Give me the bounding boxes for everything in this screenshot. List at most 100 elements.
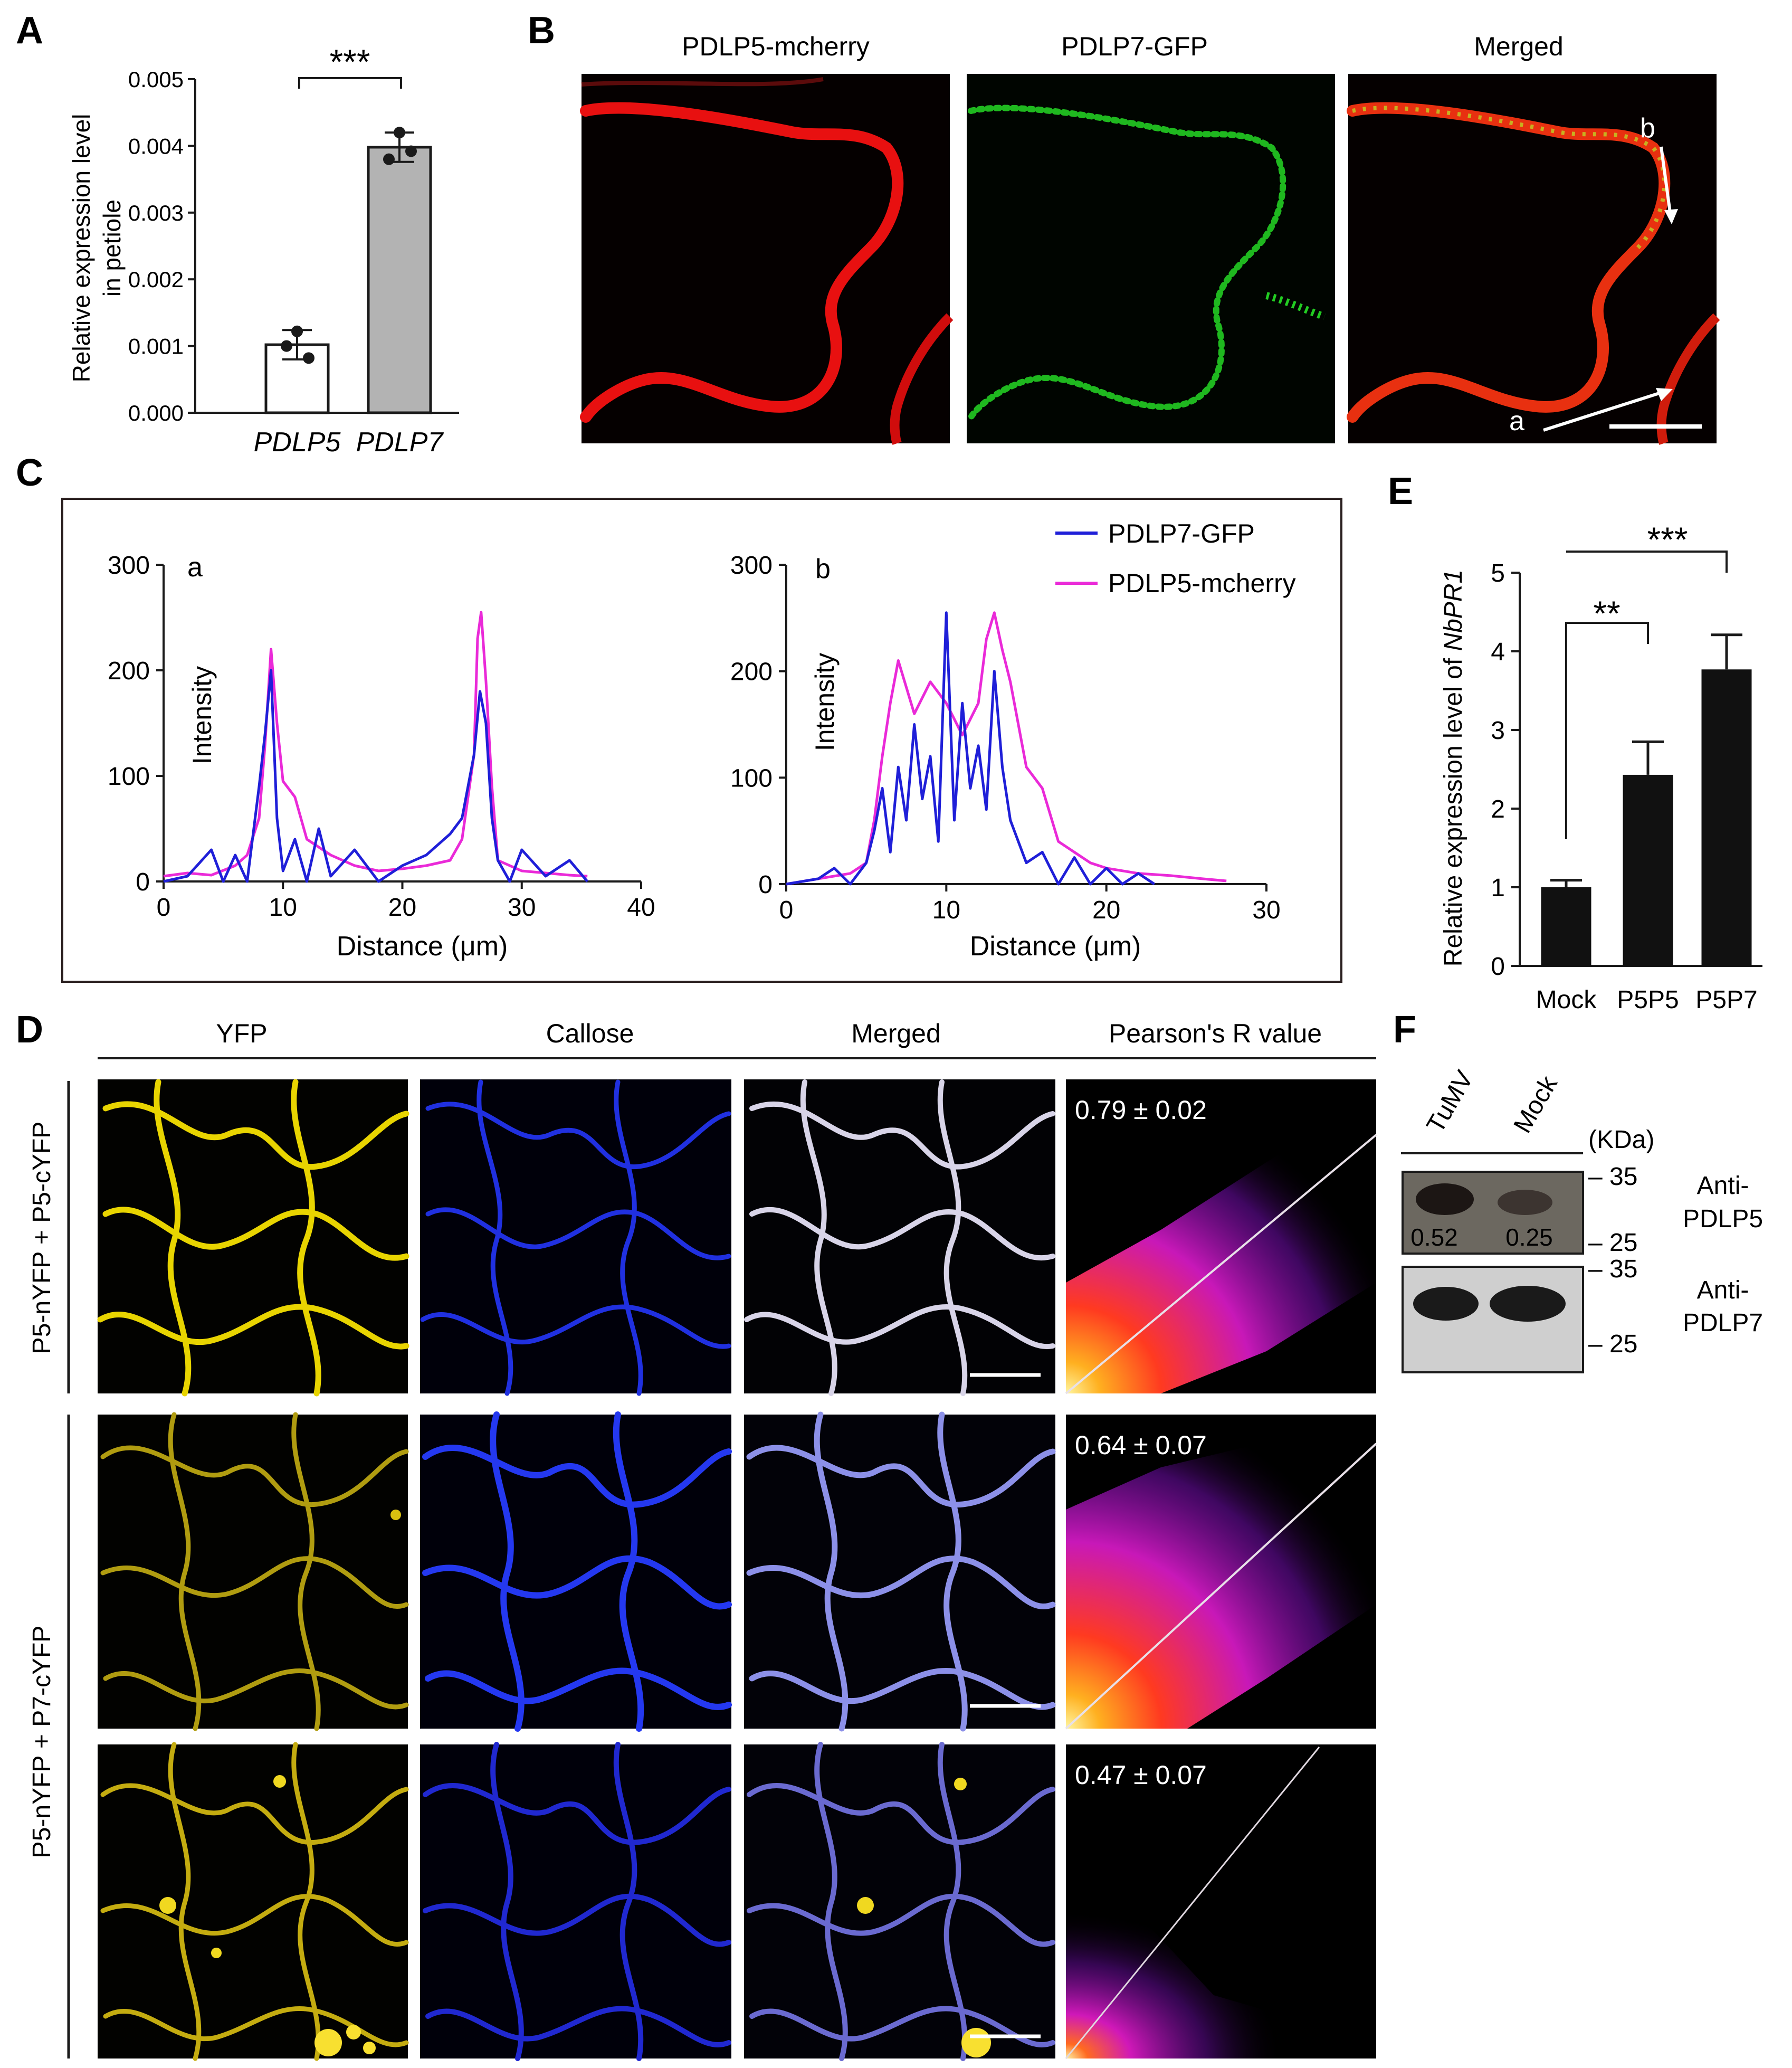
panel-d-pearson-1: 0.79 ± 0.02 (1075, 1095, 1207, 1125)
panel-a-data-point (303, 352, 314, 364)
panel-e-ytick-label: 3 (1491, 717, 1505, 745)
panel-a-ytick-label: 0.005 (128, 67, 184, 92)
panel-letter-b: B (528, 10, 555, 52)
panel-e-category-label: P5P7 (1695, 986, 1757, 1014)
panel-c-a-label: a (187, 552, 203, 583)
panel-b-image-mcherry (580, 74, 954, 445)
panel-d-r2-scatter: 0.64 ± 0.07 (1065, 1415, 1377, 1730)
panel-f: TuMV Mock (KDa) 0.52 0.25 – 35 – 25 – 35… (1401, 1066, 1763, 1373)
panel-e-ylabel-prefix: Relative expression level of (1440, 651, 1467, 967)
panel-d-pearson-2: 0.64 ± 0.07 (1075, 1430, 1207, 1460)
panel-e-bar (1701, 669, 1752, 966)
panel-e: Relative expression level of NbPR1 0 1 2 3 4… (1440, 520, 1762, 1014)
panel-c-b-ytick-label: 0 (758, 871, 773, 899)
panel-e-ylabel: Relative expression level of NbPR1 (1440, 570, 1467, 966)
panel-c-a-series-gfp (163, 669, 589, 883)
panel-b-arrow-b (1660, 146, 1672, 217)
panel-letter-c: C (16, 452, 43, 494)
panel-c-legend: PDLP7-GFP PDLP5-mcherry (1055, 519, 1296, 598)
panel-d-col-merged: Merged (851, 1019, 941, 1048)
panel-d-r1-yfp (97, 1079, 409, 1397)
panel-c-b-xlabel: Distance (μm) (970, 931, 1141, 962)
panel-c-a-ytick-label: 300 (108, 552, 150, 580)
panel-letter-f: F (1393, 1009, 1416, 1051)
panel-a-ytick-label: 0.002 (128, 267, 184, 292)
panel-letter-e: E (1388, 470, 1413, 513)
panel-f-marker-35b: – 35 (1588, 1255, 1637, 1283)
panel-c-a-series-mcherry (163, 611, 588, 878)
panel-d-r1-callose (420, 1079, 731, 1396)
panel-c-a-ytick-label: 200 (108, 657, 150, 685)
panel-d-col-pearson: Pearson's R value (1109, 1019, 1322, 1048)
panel-e-axes: 0 1 2 3 4 5 Mock P5P5 P5P7 (1491, 559, 1762, 1014)
panel-c-a-ytick-label: 0 (136, 868, 150, 896)
panel-d-r1-merged (744, 1079, 1055, 1396)
panel-d-col-callose: Callose (546, 1019, 634, 1048)
panel-a-bars (264, 127, 432, 414)
panel-e-sig-2: *** (1647, 520, 1688, 559)
panel-e-ylabel-gene: NbPR1 (1440, 570, 1467, 651)
panel-d-row1: 0.79 ± 0.02 (97, 1079, 1377, 1397)
panel-d-row2: 0.64 ± 0.07 (98, 1411, 1377, 1732)
panel-c-frame (61, 498, 1342, 983)
panel-f-unit: (KDa) (1588, 1126, 1654, 1154)
panel-b-arrow-label-a: a (1509, 406, 1524, 437)
panel-d-row-label-1: P5-nYFP + P5-cYFP (28, 1122, 56, 1354)
panel-c-a-ylabel: Intensity (187, 666, 217, 764)
panel-d-r3-yfp (98, 1742, 409, 2061)
panel-f-marker-25a: – 25 (1588, 1229, 1637, 1257)
panel-d-r3-merged (744, 1742, 1055, 2061)
panel-e-category-label: P5P5 (1617, 986, 1679, 1014)
panel-a-ylabel-line2: in petiole (98, 200, 126, 297)
panel-f-lane-mock: Mock (1509, 1071, 1564, 1138)
panel-b-arrow-label-b: b (1640, 113, 1655, 144)
panel-c-b-xtick-label: 0 (779, 896, 794, 924)
panel-c-b-ytick-label: 300 (730, 552, 773, 580)
panel-c-b-series-mcherry (786, 611, 1227, 886)
panel-e-bar (1623, 774, 1673, 966)
panel-e-sig-1: ** (1593, 594, 1620, 633)
panel-c-a-xtick-label: 20 (388, 894, 416, 922)
panel-a-ytick-label: 0.001 (128, 334, 184, 359)
panel-a-y-axis: 0.000 0.001 0.002 0.003 0.004 0.005 (128, 67, 459, 425)
panel-e-category-label: Mock (1536, 986, 1597, 1014)
panel-e-ytick-label: 4 (1491, 638, 1505, 666)
panel-e-bar (1541, 887, 1591, 966)
panel-a-ytick-label: 0.000 (128, 401, 184, 425)
panel-d-r3-callose (420, 1742, 731, 2061)
panel-e-ytick-label: 1 (1491, 874, 1505, 902)
panel-d-r1-scatter: 0.79 ± 0.02 (1065, 1079, 1377, 1395)
panel-f-blot1-value-tumv: 0.52 (1410, 1223, 1458, 1251)
panel-f-marker-35a: – 35 (1588, 1163, 1637, 1191)
panel-a-sig-label: *** (329, 42, 370, 81)
panel-d: YFP Callose Merged Pearson's R value P5-… (28, 1019, 1377, 2061)
panel-c-b-ytick-label: 100 (730, 764, 773, 792)
panel-d-col-yfp: YFP (216, 1019, 267, 1048)
panel-e-ytick-label: 2 (1491, 795, 1505, 823)
panel-b-title-merged: Merged (1474, 32, 1564, 61)
panel-f-marker-35b-value: 35 (1609, 1255, 1637, 1283)
panel-a-cat-pdlp7: PDLP7 (356, 427, 444, 458)
panel-a-bar (367, 146, 432, 414)
panel-e-ytick-label: 0 (1491, 953, 1505, 981)
panel-f-marker-25b: – 25 (1588, 1330, 1637, 1358)
panel-a-ytick-label: 0.004 (128, 134, 184, 158)
panel-a-data-point (394, 127, 405, 139)
panel-f-blot1-value-mock: 0.25 (1505, 1223, 1553, 1251)
panel-d-r2-yfp (98, 1412, 409, 1731)
panel-d-r3-scatter: 0.47 ± 0.07 (1065, 1744, 1376, 2059)
panel-d-pearson-3: 0.47 ± 0.07 (1075, 1760, 1207, 1790)
panel-f-antibody2-l2: PDLP7 (1683, 1309, 1763, 1337)
panel-c-legend-gfp: PDLP7-GFP (1108, 519, 1255, 548)
panel-f-marker-25b-value: 25 (1609, 1330, 1637, 1358)
panel-c-b-xtick-label: 30 (1252, 896, 1280, 924)
panel-c-a-ytick-label: 100 (108, 763, 150, 791)
panel-a-ytick-label: 0.003 (128, 201, 184, 225)
panel-c-b-xtick-label: 20 (1092, 896, 1120, 924)
panel-b-title-gfp: PDLP7-GFP (1061, 32, 1208, 61)
panel-d-row-label-2: P5-nYFP + P7-cYFP (28, 1626, 56, 1858)
panel-c-b-ylabel: Intensity (810, 653, 840, 751)
panel-c-b-xtick-label: 10 (932, 896, 960, 924)
